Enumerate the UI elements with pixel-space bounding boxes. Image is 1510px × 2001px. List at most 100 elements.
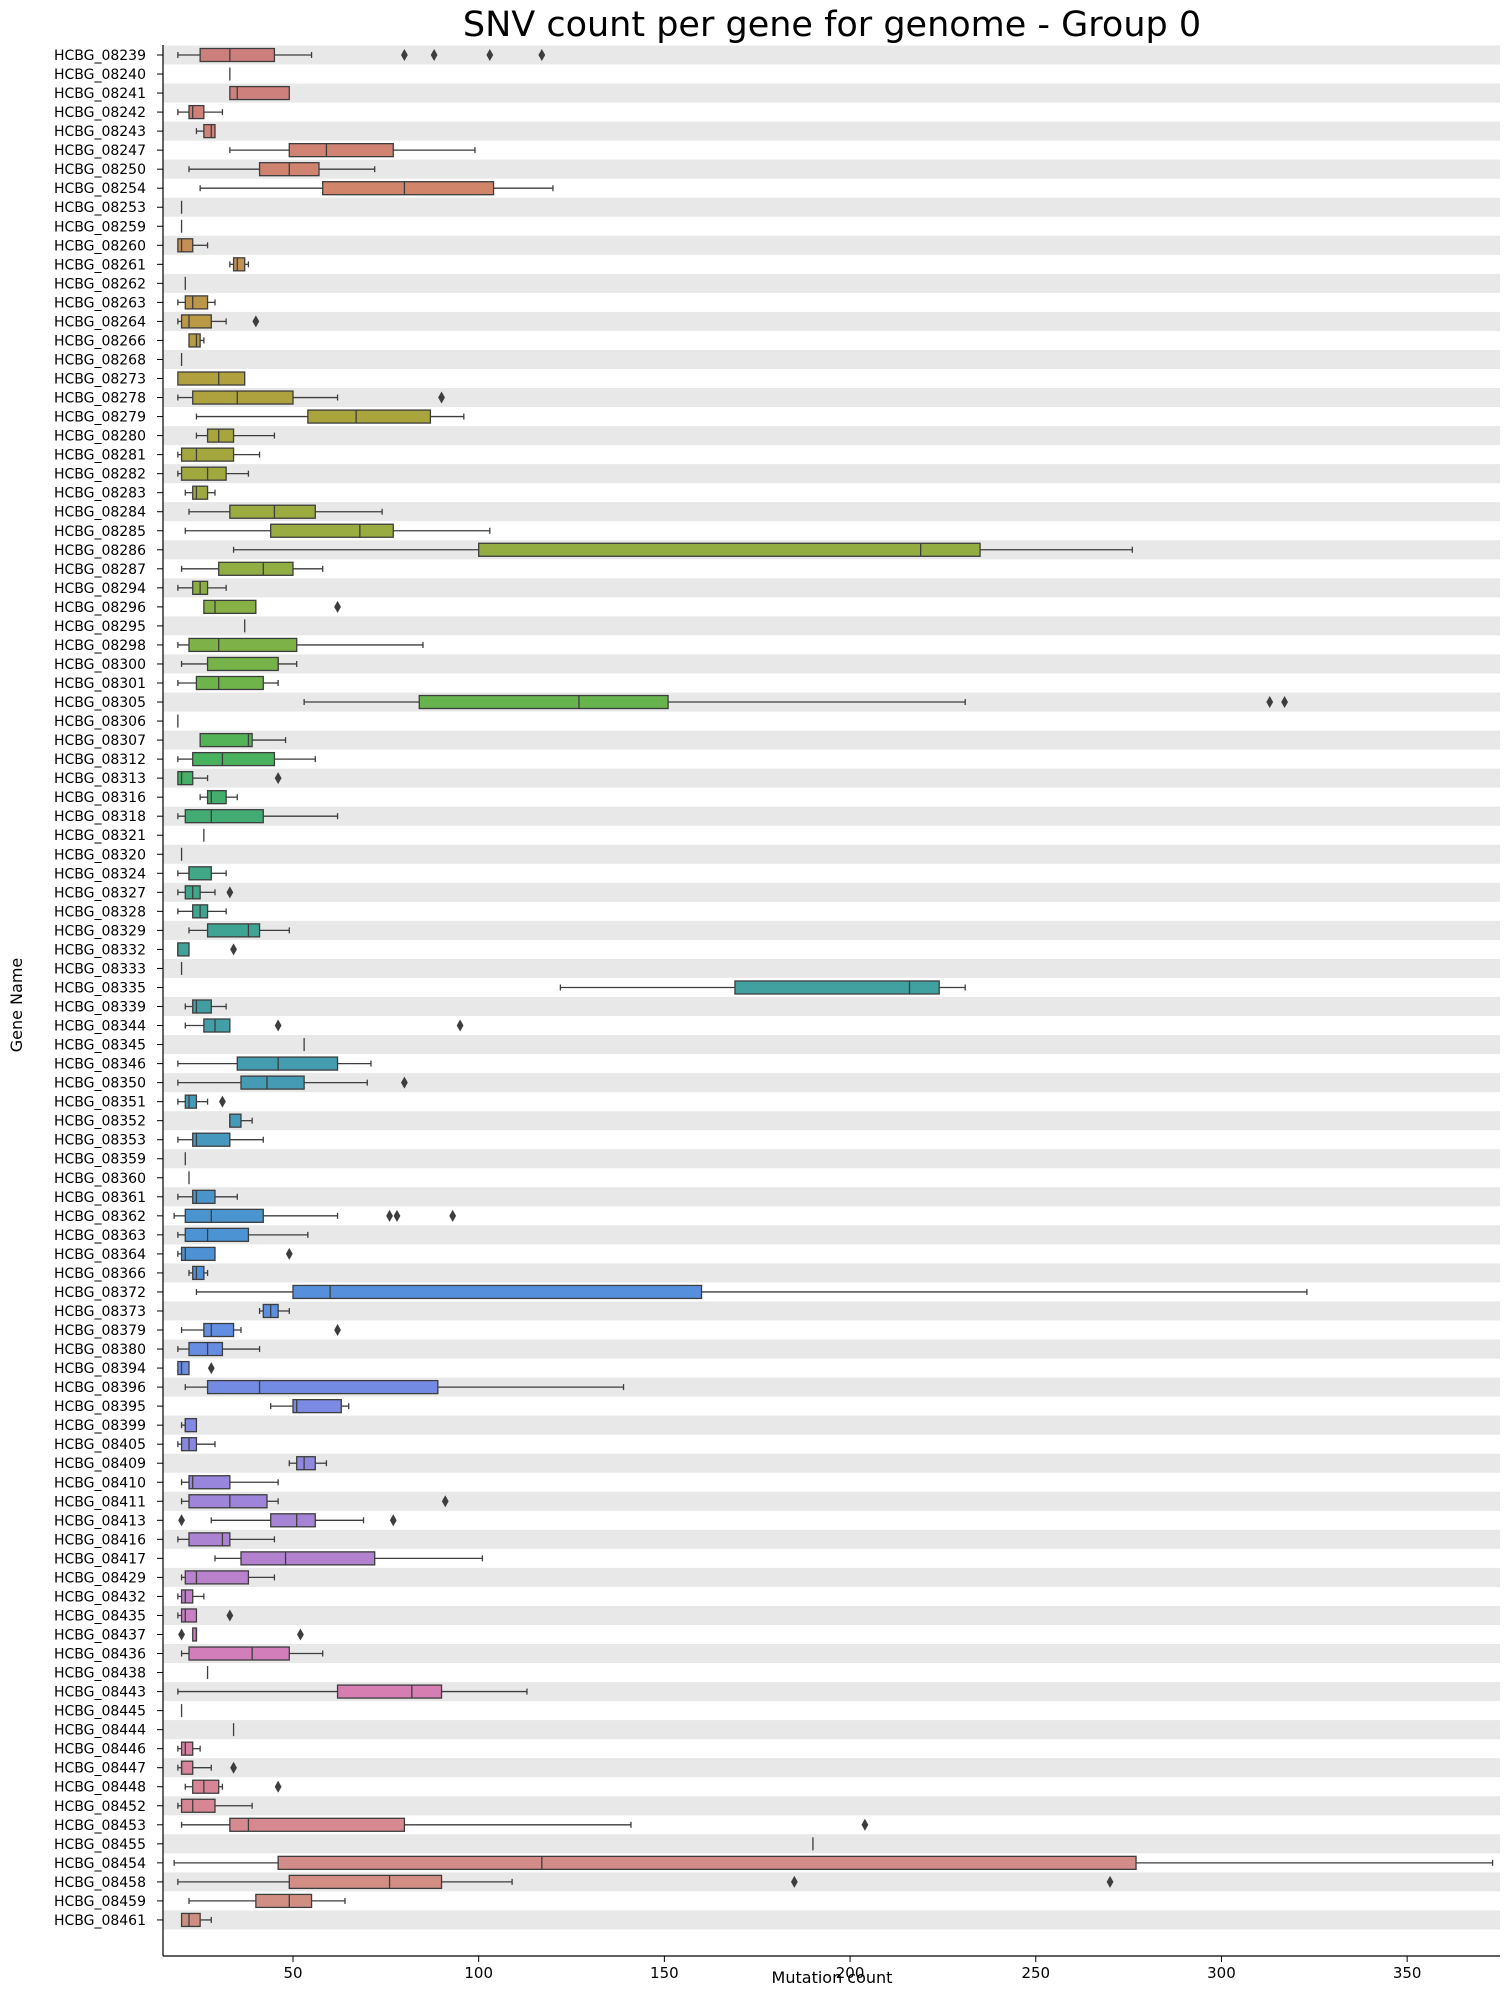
y-tick-label: HCBG_08313 (54, 771, 146, 787)
y-tick-label: HCBG_08417 (54, 1551, 146, 1567)
gene-boxplot (177, 238, 209, 253)
gene-boxplot (180, 1570, 276, 1585)
gene-boxplot (180, 1646, 324, 1661)
y-axis-title: Gene Name (7, 958, 26, 1053)
gene-boxplot (184, 1779, 282, 1794)
y-tick-label: HCBG_08241 (54, 86, 146, 102)
gene-boxplot (180, 1817, 869, 1832)
y-tick-label: HCBG_08447 (54, 1761, 146, 1777)
gene-boxplot (258, 1303, 290, 1319)
y-tick-label: HCBG_08359 (54, 1152, 146, 1168)
gene-boxplot (229, 257, 250, 272)
iqr-box (180, 1798, 216, 1813)
y-tick-label: HCBG_08363 (54, 1228, 146, 1244)
y-tick-label: HCBG_08239 (54, 48, 146, 64)
outlier-point (486, 49, 494, 61)
row-band (163, 1453, 1500, 1473)
iqr-box (192, 485, 209, 500)
x-tick-label: 200 (836, 1964, 865, 1982)
outlier-point (207, 1362, 215, 1375)
y-tick-label: HCBG_08243 (54, 124, 146, 140)
row-band (163, 1872, 1500, 1892)
iqr-box (192, 1132, 231, 1147)
gene-boxplot (184, 523, 491, 538)
row-band (163, 426, 1500, 446)
y-tick-label: HCBG_08351 (54, 1095, 146, 1111)
y-tick-label: HCBG_08320 (54, 847, 146, 863)
gene-boxplot (188, 333, 205, 348)
gene-boxplot (195, 123, 216, 139)
gene-boxplot (177, 1532, 276, 1547)
y-tick-label: HCBG_08284 (54, 505, 146, 521)
gene-boxplot (270, 1398, 350, 1414)
x-axis-title: Mutation count (772, 1968, 893, 1987)
gene-boxplot (188, 504, 383, 519)
iqr-box (206, 428, 235, 443)
gene-boxplot (177, 390, 445, 405)
gene-boxplot (188, 162, 376, 177)
gene-boxplot (184, 1379, 625, 1395)
gene-boxplot (178, 1627, 304, 1642)
gene-boxplot (177, 1227, 309, 1243)
outlier-point (230, 1761, 237, 1774)
outlier-point (226, 886, 234, 899)
y-tick-label: HCBG_08452 (54, 1799, 146, 1815)
y-tick-label: HCBG_08454 (54, 1856, 146, 1872)
iqr-box (184, 1208, 264, 1223)
gene-boxplot (177, 1741, 201, 1756)
gene-boxplot (188, 1893, 346, 1909)
iqr-box (240, 1551, 376, 1566)
y-tick-label: HCBG_08339 (54, 1000, 146, 1016)
row-band (163, 121, 1500, 141)
iqr-box (188, 866, 212, 881)
iqr-box (180, 1246, 216, 1262)
box-series (173, 47, 1494, 1928)
y-tick-label: HCBG_08432 (54, 1589, 146, 1605)
y-tick-label: HCBG_08429 (54, 1570, 146, 1586)
iqr-box (218, 561, 294, 576)
outlier-point (430, 49, 438, 61)
gene-boxplot (177, 1246, 293, 1262)
outlier-point (790, 1875, 798, 1888)
y-tick-label: HCBG_08461 (54, 1913, 146, 1929)
y-tick-label: HCBG_08329 (54, 923, 146, 939)
outlier-point (438, 391, 445, 404)
row-band (163, 388, 1500, 408)
outlier-point (230, 943, 237, 956)
outlier-point (178, 1514, 185, 1527)
x-tick-label: 300 (1207, 1964, 1236, 1982)
y-tick-label: HCBG_08298 (54, 638, 146, 654)
y-tick-label: HCBG_08373 (54, 1304, 146, 1320)
y-tick-label: HCBG_08261 (54, 257, 146, 273)
outlier-point (252, 315, 260, 328)
y-tick-label: HCBG_08345 (54, 1038, 146, 1054)
y-tick-label: HCBG_08436 (54, 1647, 146, 1663)
y-tick-label: HCBG_08250 (54, 162, 146, 178)
iqr-box (203, 1018, 231, 1033)
row-band (163, 1529, 1500, 1549)
iqr-box (206, 923, 261, 938)
iqr-box (184, 1418, 198, 1433)
y-tick-label: HCBG_08350 (54, 1076, 146, 1092)
y-tick-label: HCBG_08335 (54, 980, 146, 996)
row-band (163, 730, 1500, 750)
iqr-box (232, 257, 246, 272)
iqr-box (206, 656, 279, 672)
iqr-box (184, 1570, 250, 1585)
gene-boxplot (177, 314, 260, 329)
row-band (163, 1073, 1500, 1093)
iqr-box (180, 1589, 194, 1604)
iqr-box (184, 295, 209, 310)
iqr-box (255, 1893, 313, 1909)
y-tick-label: HCBG_08405 (54, 1437, 146, 1453)
gene-boxplot (177, 1075, 408, 1090)
gene-boxplot (180, 561, 324, 576)
iqr-box (206, 1379, 439, 1395)
y-tick-label: HCBG_08286 (54, 543, 146, 559)
gene-boxplot (199, 181, 554, 196)
y-tick-label: HCBG_08446 (54, 1742, 146, 1758)
y-tick-label: HCBG_08305 (54, 695, 146, 711)
y-tick-label: HCBG_08328 (54, 904, 146, 920)
